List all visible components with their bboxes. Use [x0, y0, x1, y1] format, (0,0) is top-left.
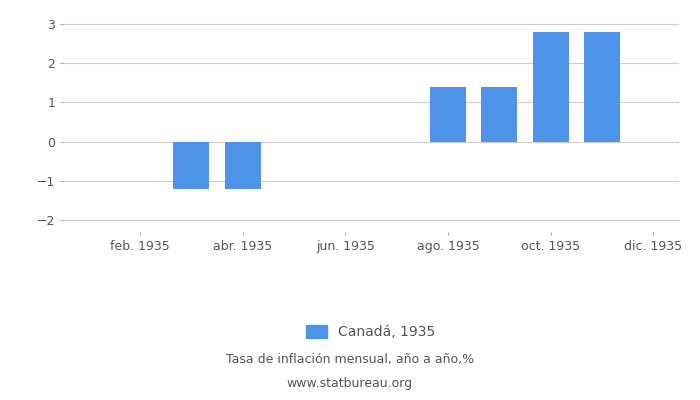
Text: Tasa de inflación mensual, año a año,%: Tasa de inflación mensual, año a año,% — [226, 354, 474, 366]
Text: www.statbureau.org: www.statbureau.org — [287, 378, 413, 390]
Bar — [533, 32, 568, 142]
Legend: Canadá, 1935: Canadá, 1935 — [307, 326, 435, 340]
Bar — [225, 142, 260, 189]
Bar — [482, 87, 517, 142]
Bar — [174, 142, 209, 189]
Bar — [584, 32, 620, 142]
Bar — [430, 87, 466, 142]
